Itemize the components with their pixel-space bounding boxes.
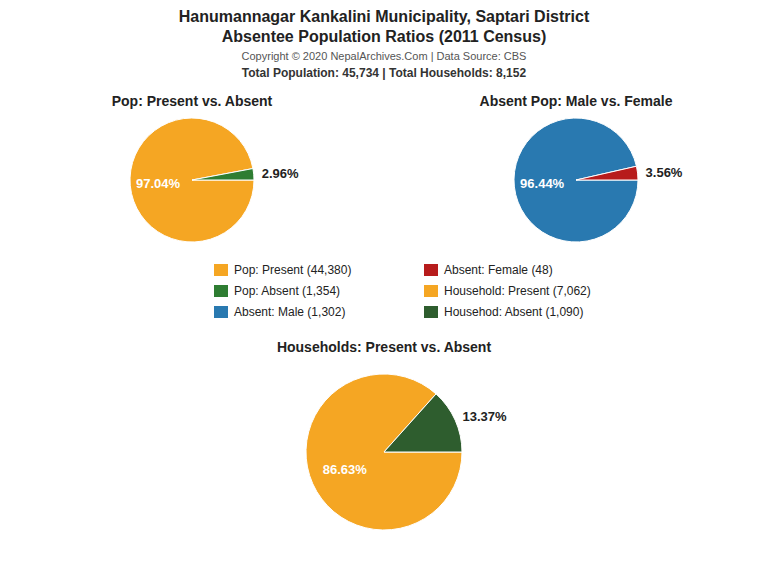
annotation: Copyright © 2020 NepalArchives.Com | Dat…	[242, 50, 527, 62]
legend-swatch	[424, 306, 438, 318]
legend-item: Absent: Female (48)	[424, 263, 553, 277]
chart-title: Absent Pop: Male vs. Female	[480, 93, 673, 109]
slice	[576, 166, 638, 180]
annotation: Total Population: 45,734 | Total Househo…	[242, 66, 527, 80]
chart-title: Households: Present vs. Absent	[277, 339, 492, 355]
legend-swatch	[214, 285, 228, 297]
data-label: 86.63%	[323, 462, 368, 477]
legend-swatch	[424, 264, 438, 276]
data-labels: 86.63% 13.37%	[323, 409, 507, 477]
legend-item: Household: Present (7,062)	[424, 284, 591, 298]
data-label: 3.56%	[646, 165, 683, 180]
legend-label: Pop: Absent (1,354)	[234, 284, 340, 298]
legend: Pop: Present (44,380) Pop: Absent (1,354)…	[214, 263, 591, 319]
legend-item: Pop: Absent (1,354)	[214, 284, 340, 298]
legend-swatch	[214, 306, 228, 318]
data-label: 13.37%	[463, 409, 508, 424]
data-label: 96.44%	[520, 176, 565, 191]
chart: Hanumannagar Kankalini Municipality, Sap…	[0, 0, 768, 576]
slice	[130, 118, 254, 242]
legend-swatch	[424, 285, 438, 297]
data-label: 2.96%	[262, 166, 299, 181]
legend-label: Household: Present (7,062)	[444, 284, 591, 298]
slices	[306, 374, 462, 530]
legend-item: Househod: Absent (1,090)	[424, 305, 583, 319]
slices	[130, 118, 254, 242]
legend-label: Pop: Present (44,380)	[234, 263, 351, 277]
data-labels: 96.44% 3.56%	[520, 165, 683, 192]
legend-item: Absent: Male (1,302)	[214, 305, 345, 319]
pie: 97.04% 2.96%	[130, 118, 299, 242]
legend-label: Absent: Male (1,302)	[234, 305, 345, 319]
chart-title: Pop: Present vs. Absent	[112, 93, 273, 109]
legend-item: Pop: Present (44,380)	[214, 263, 351, 277]
slice	[306, 374, 462, 530]
legend-swatch	[214, 264, 228, 276]
pie: 96.44% 3.56%	[514, 118, 683, 242]
slice	[192, 169, 254, 180]
title: Hanumannagar Kankalini Municipality, Sap…	[179, 8, 590, 25]
subtitle: Absentee Population Ratios (2011 Census)	[222, 28, 547, 45]
slice	[514, 118, 638, 242]
slice	[384, 394, 462, 452]
data-labels: 97.04% 2.96%	[136, 166, 299, 191]
slices	[514, 118, 638, 242]
pie: 86.63% 13.37%	[306, 374, 507, 530]
legend-label: Absent: Female (48)	[444, 263, 553, 277]
legend-label: Househod: Absent (1,090)	[444, 305, 583, 319]
data-label: 97.04%	[136, 176, 181, 191]
